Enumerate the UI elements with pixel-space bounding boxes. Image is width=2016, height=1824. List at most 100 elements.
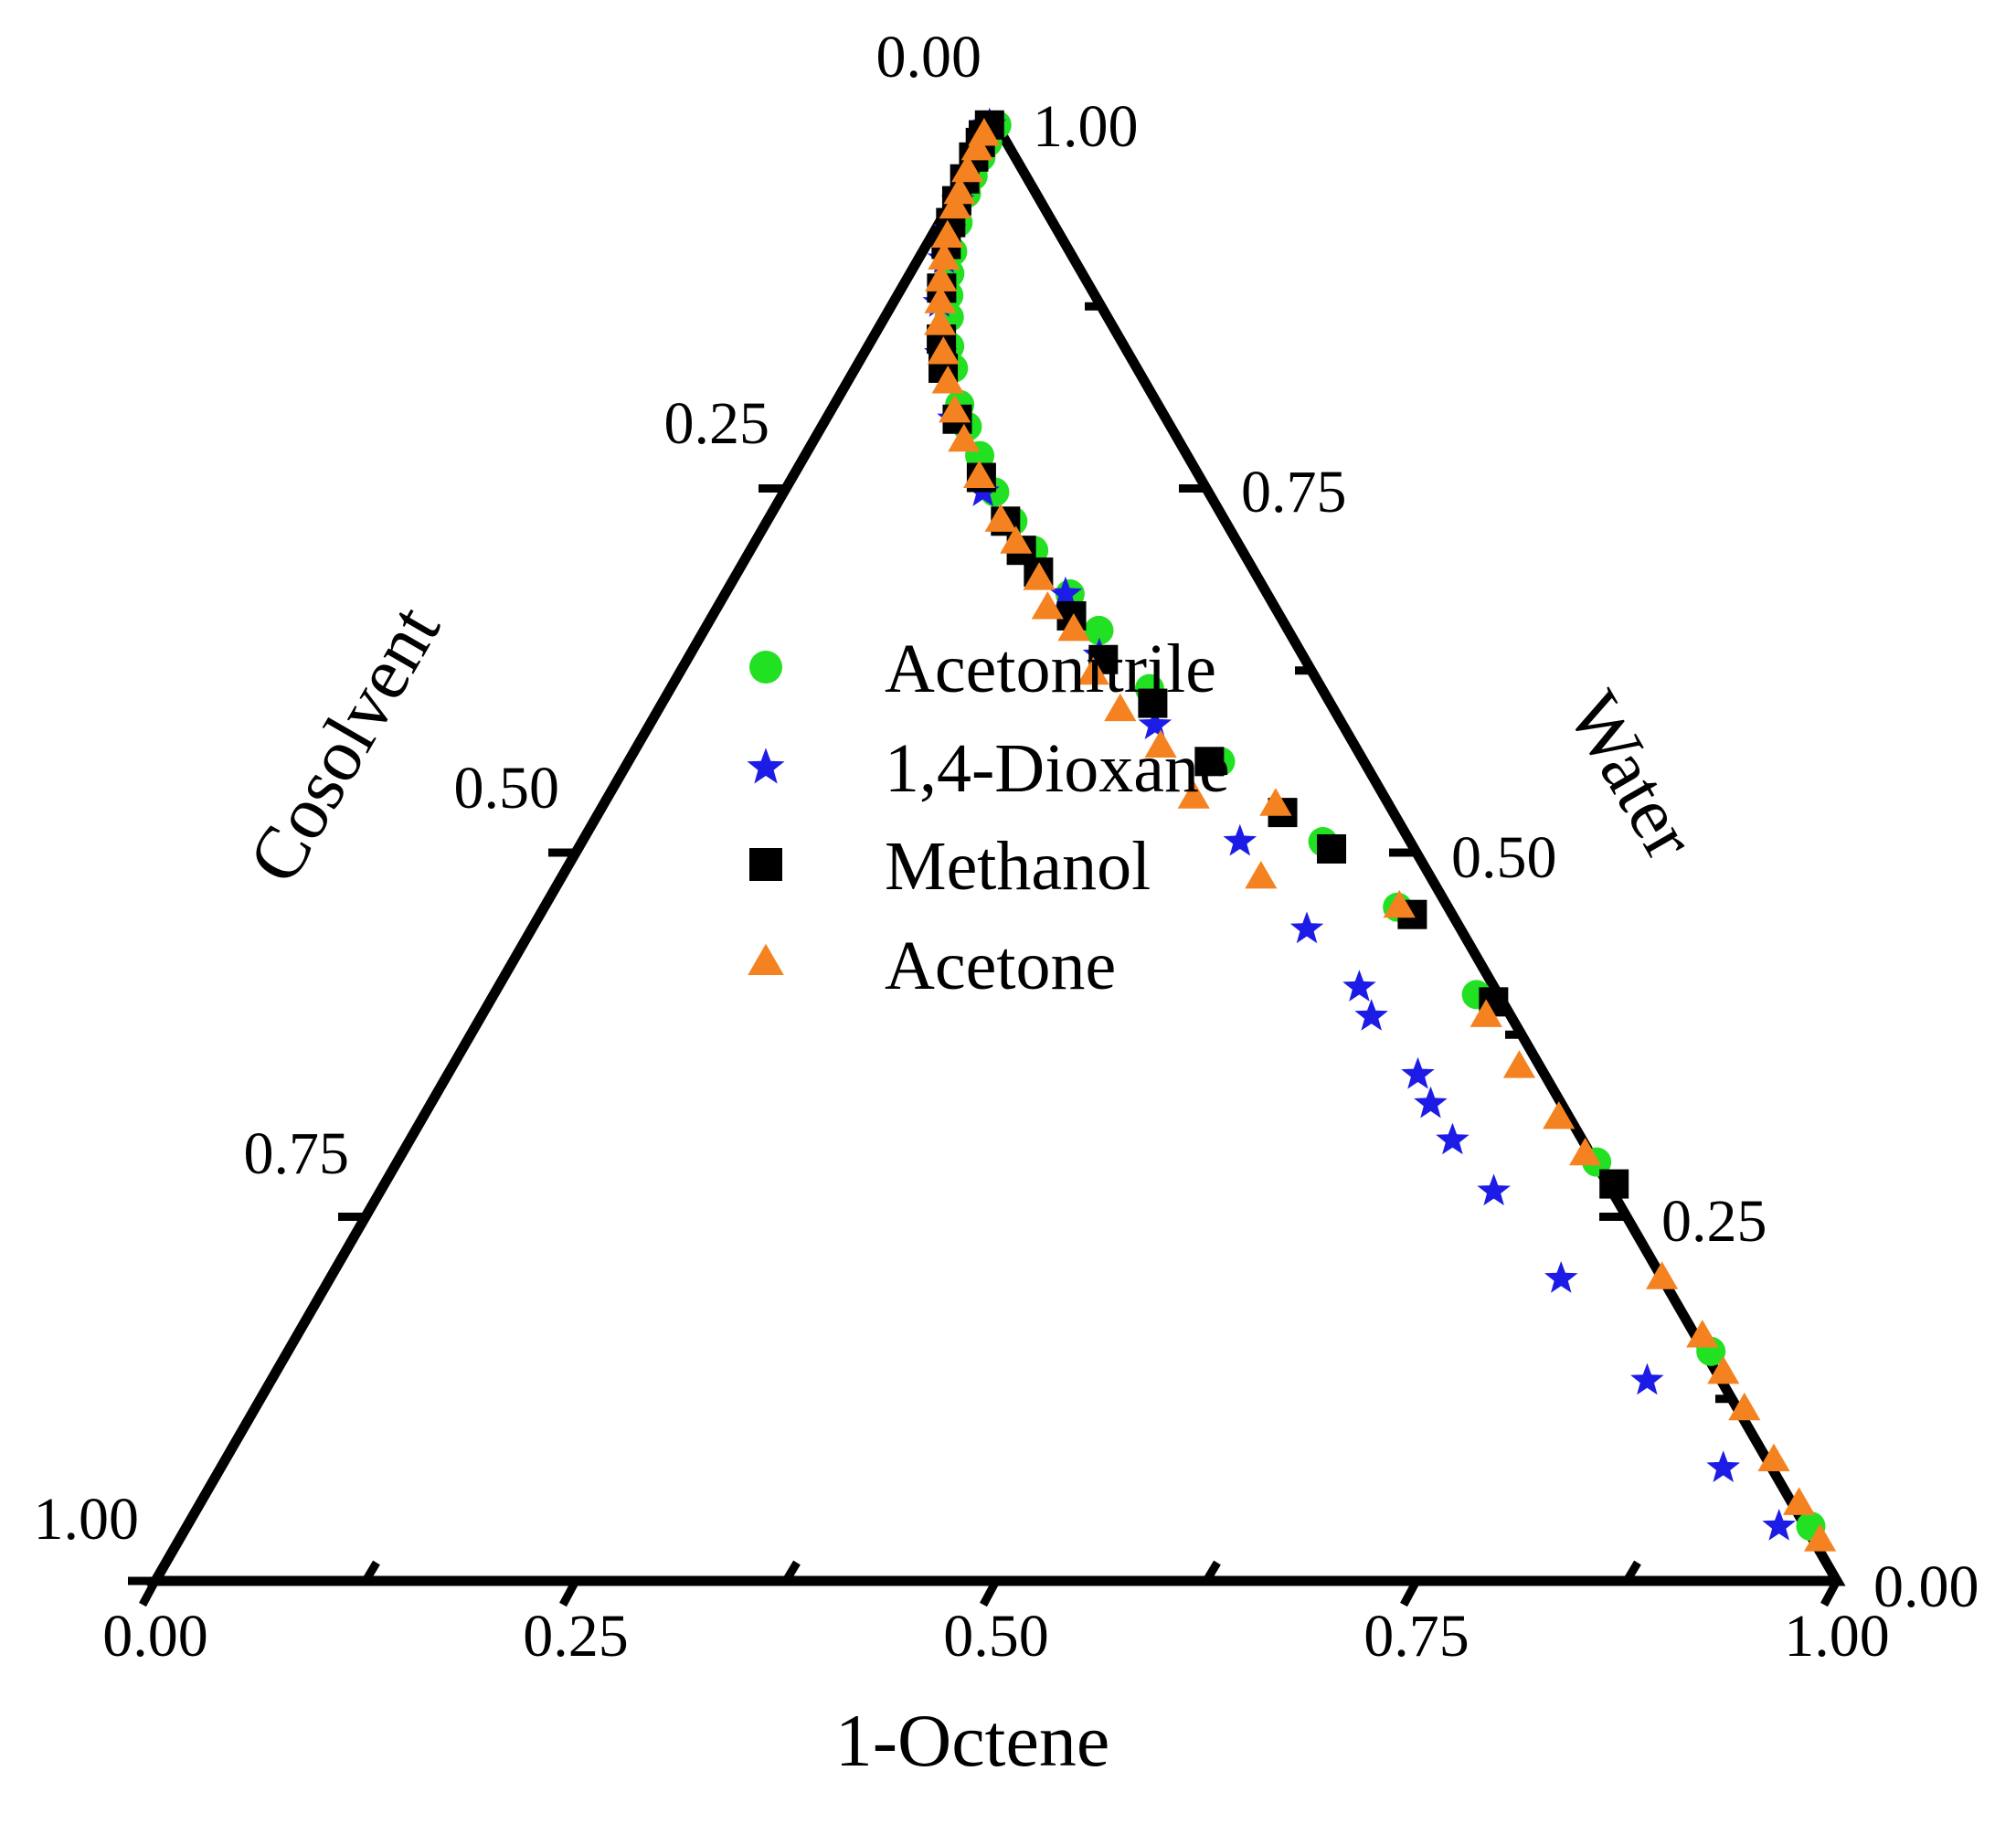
right-tick-1: 0.75: [1241, 459, 1347, 525]
legend-label-acetone: Acetone: [885, 928, 1116, 1004]
data-point: [1502, 1050, 1536, 1078]
data-point: [1259, 788, 1292, 816]
left-axis-title: Cosolvent: [232, 591, 456, 896]
legend-marker-shape: [748, 943, 784, 975]
legend-marker-acetonitrile: [749, 651, 782, 684]
data-point: [925, 263, 958, 292]
data-point: [1383, 889, 1416, 918]
legend-marker-shape: [749, 848, 782, 881]
data-point: [1031, 591, 1064, 620]
right-tick-3: 0.25: [1661, 1188, 1767, 1255]
data-point: [1289, 911, 1324, 944]
data-point: [1686, 1320, 1719, 1348]
data-point: [927, 336, 960, 365]
data-point: [1757, 1443, 1790, 1472]
data-point: [1401, 1056, 1435, 1089]
data-point: [948, 423, 981, 452]
right-tick-0: 1.00: [1033, 93, 1139, 160]
series-acetone: [924, 118, 1837, 1552]
bottom-axis-minor-tick: [782, 1560, 801, 1584]
legend-marker-shape: [747, 748, 785, 784]
legend-marker-shape: [749, 651, 782, 684]
left-axis-minor-tick: [246, 1396, 264, 1420]
data-point: [1194, 747, 1225, 777]
data-point: [1144, 729, 1177, 758]
bottom-axis-minor-tick: [1623, 1560, 1641, 1584]
data-point: [984, 504, 1017, 532]
data-point: [1104, 693, 1137, 722]
data-point: [1543, 1101, 1576, 1129]
bottom-axis-minor-tick: [362, 1560, 380, 1584]
data-point: [1783, 1487, 1816, 1515]
legend-label-dioxane: 1,4-Dioxane: [885, 730, 1230, 807]
left-tick-1: 0.25: [664, 390, 770, 457]
bottom-tick-0: 0.00: [102, 1603, 208, 1670]
data-point: [931, 219, 964, 249]
data-point: [939, 190, 971, 219]
data-point: [1138, 688, 1168, 718]
data-point: [1470, 999, 1502, 1027]
right-tick-4: 0.00: [1873, 1554, 1979, 1620]
data-point: [924, 307, 957, 335]
legend-marker-methanol: [749, 848, 782, 881]
left-tick-3: 0.75: [244, 1120, 350, 1187]
left-axis-minor-tick: [456, 1032, 474, 1055]
data-point: [1630, 1363, 1664, 1395]
bottom-axis-tick: [1400, 1578, 1420, 1607]
left-tick-2: 0.50: [454, 755, 560, 822]
legend: Acetonitrile 1,4-Dioxane Methanol Aceton…: [747, 631, 1230, 1004]
data-point: [1177, 780, 1210, 809]
data-point: [1477, 1173, 1511, 1206]
data-point: [1544, 1261, 1578, 1293]
bottom-tick-1: 0.25: [523, 1603, 629, 1670]
left-tick-4: 1.00: [34, 1486, 140, 1553]
bottom-axis-tick: [980, 1578, 1000, 1607]
data-point: [1706, 1450, 1740, 1482]
data-point: [1646, 1261, 1679, 1289]
data-point: [960, 133, 993, 161]
data-point: [1317, 833, 1347, 864]
data-point: [1762, 1509, 1796, 1541]
data-point: [1354, 999, 1388, 1031]
data-point: [1223, 823, 1257, 856]
data-point: [1138, 707, 1172, 739]
bottom-tick-4: 1.00: [1784, 1603, 1890, 1670]
data-point: [939, 394, 971, 423]
legend-label-methanol: Methanol: [885, 828, 1151, 905]
data-point: [963, 460, 996, 489]
data-point: [1048, 576, 1083, 609]
legend-marker-acetone: [748, 943, 784, 975]
data-point: [928, 241, 960, 270]
left-axis-minor-tick: [876, 303, 895, 327]
right-tick-2: 0.50: [1451, 824, 1557, 891]
data-point: [1414, 1086, 1448, 1119]
bottom-axis-title: 1-Octene: [835, 1699, 1110, 1782]
data-point: [1599, 1169, 1629, 1199]
data-point: [1084, 615, 1114, 645]
bottom-axis-minor-tick: [1203, 1560, 1221, 1584]
data-point: [1728, 1392, 1761, 1421]
axis-ticks: [128, 120, 1841, 1607]
left-tick-0: 0.00: [876, 24, 982, 90]
data-point: [924, 285, 957, 313]
data-point: [1436, 1122, 1470, 1155]
data-point: [1342, 970, 1376, 1002]
legend-label-acetonitrile: Acetonitrile: [885, 631, 1216, 707]
tick-labels: 0.00 0.25 0.50 0.75 1.00 0.00 0.25 0.50 …: [34, 24, 1979, 1670]
data-point: [931, 366, 964, 394]
bottom-axis-tick: [559, 1578, 579, 1607]
data-point: [1707, 1355, 1740, 1384]
left-axis-minor-tick: [666, 668, 684, 692]
data-point: [951, 154, 984, 183]
data-point: [1245, 861, 1278, 889]
right-axis-title: Water: [1552, 678, 1713, 873]
data-point: [1023, 562, 1056, 590]
bottom-tick-3: 0.75: [1363, 1603, 1470, 1670]
data-point: [1804, 1523, 1837, 1552]
data-point: [1569, 1137, 1602, 1166]
data-point: [1077, 656, 1109, 685]
bottom-tick-2: 0.50: [943, 1603, 1049, 1670]
legend-marker-dioxane: [747, 748, 785, 784]
data-points: [922, 107, 1837, 1552]
